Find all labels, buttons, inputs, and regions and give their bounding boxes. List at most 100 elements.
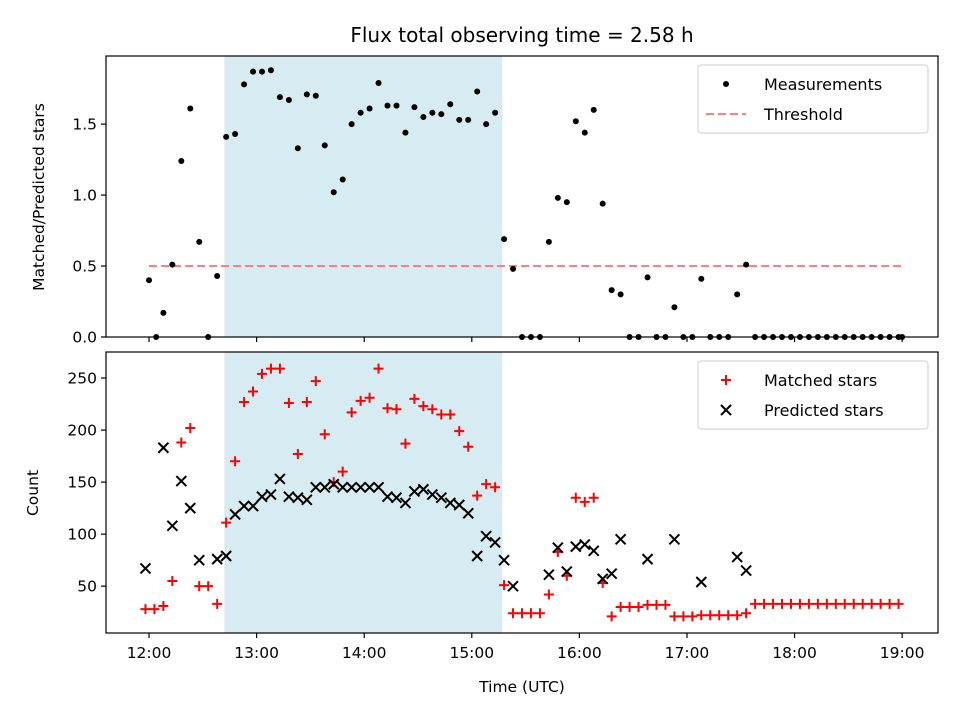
matched-point bbox=[750, 598, 761, 609]
measurement-point bbox=[285, 96, 292, 103]
measurement-point bbox=[608, 287, 615, 294]
matched-point bbox=[301, 396, 312, 407]
predicted-point bbox=[184, 502, 196, 514]
predicted-point bbox=[157, 442, 170, 454]
matched-point bbox=[857, 598, 868, 609]
predicted-point bbox=[641, 553, 654, 565]
matched-point bbox=[714, 610, 725, 621]
measurement-point bbox=[510, 265, 517, 272]
matched-point bbox=[400, 438, 411, 449]
predicted-point bbox=[435, 491, 448, 504]
measurement-point bbox=[312, 92, 319, 99]
matched-point bbox=[678, 611, 689, 622]
top-y-tick-label: 1.0 bbox=[72, 187, 97, 205]
measurement-point bbox=[223, 133, 230, 140]
measurement-point bbox=[698, 275, 705, 282]
bottom-y-tick-label: 150 bbox=[67, 474, 97, 492]
measurement-point bbox=[321, 142, 328, 149]
measurement-point bbox=[644, 274, 651, 281]
predicted-point bbox=[740, 564, 752, 577]
measurement-point bbox=[178, 158, 185, 165]
measurement-point bbox=[160, 309, 167, 316]
measurement-point bbox=[563, 199, 570, 206]
measurement-point bbox=[276, 94, 283, 101]
top-observing-span bbox=[224, 56, 503, 337]
matched-point bbox=[741, 608, 752, 619]
measurement-point bbox=[599, 200, 606, 207]
predicted-point bbox=[247, 500, 259, 512]
x-tick-label: 16:00 bbox=[557, 644, 602, 662]
measurement-point bbox=[241, 81, 248, 88]
measurement-point bbox=[169, 261, 176, 268]
measurement-point bbox=[429, 109, 436, 116]
bottom-y-tick-label: 100 bbox=[67, 526, 97, 544]
measurement-point bbox=[259, 68, 265, 75]
matched-point bbox=[759, 598, 770, 609]
predicted-point bbox=[310, 481, 322, 494]
measurement-point bbox=[483, 121, 490, 128]
matched-point bbox=[534, 608, 545, 619]
matched-point bbox=[884, 598, 895, 609]
measurement-point bbox=[196, 238, 203, 245]
legend-label: Measurements bbox=[764, 75, 882, 94]
x-tick-label: 14:00 bbox=[342, 644, 387, 662]
measurement-point bbox=[402, 129, 409, 136]
matched-point bbox=[875, 598, 886, 609]
bottom-y-tick-label: 200 bbox=[67, 422, 97, 440]
measurement-point bbox=[492, 109, 499, 116]
matched-point bbox=[687, 611, 698, 622]
matched-point bbox=[221, 517, 232, 528]
matched-point bbox=[508, 608, 519, 619]
matched-point bbox=[794, 598, 805, 609]
bottom-y-tick-label: 250 bbox=[67, 370, 97, 388]
matched-point bbox=[355, 395, 366, 406]
measurement-point bbox=[671, 304, 678, 311]
legend-label: Predicted stars bbox=[764, 401, 884, 420]
predicted-point bbox=[444, 497, 456, 509]
measurement-point bbox=[294, 145, 301, 152]
predicted-point bbox=[507, 580, 519, 592]
predicted-point bbox=[193, 554, 205, 566]
bottom-legend-box bbox=[697, 360, 929, 430]
measurement-point bbox=[267, 67, 274, 74]
measurement-point bbox=[232, 131, 239, 138]
predicted-point bbox=[596, 573, 609, 585]
x-tick-label: 18:00 bbox=[772, 644, 817, 662]
measurement-point bbox=[501, 236, 508, 243]
x-tick-label: 17:00 bbox=[665, 644, 710, 662]
predicted-point bbox=[283, 490, 295, 503]
predicted-point bbox=[372, 481, 385, 494]
predicted-point bbox=[668, 533, 681, 546]
bottom-series-1 bbox=[139, 442, 752, 592]
matched-point bbox=[230, 456, 241, 467]
matched-point bbox=[481, 479, 492, 490]
predicted-point bbox=[489, 536, 501, 549]
measurement-point bbox=[303, 91, 310, 98]
x-tick-label: 19:00 bbox=[880, 644, 925, 662]
measurement-point bbox=[617, 291, 624, 298]
matched-point bbox=[490, 482, 501, 493]
chart-title: Flux total observing time = 2.58 h bbox=[350, 23, 693, 47]
measurement-point bbox=[438, 111, 445, 118]
predicted-point bbox=[399, 497, 412, 509]
predicted-point bbox=[220, 550, 232, 562]
matched-point bbox=[866, 598, 877, 609]
measurement-point bbox=[581, 129, 588, 136]
top-legend-box bbox=[697, 64, 929, 134]
predicted-point bbox=[417, 483, 430, 496]
matched-point bbox=[848, 598, 859, 609]
top-legend: Measurements Threshold bbox=[697, 64, 929, 134]
bottom-axes-frame bbox=[105, 351, 939, 634]
top-y-tick-label: 0.5 bbox=[72, 258, 97, 276]
predicted-point bbox=[265, 488, 277, 501]
matched-point bbox=[274, 363, 285, 374]
predicted-point bbox=[408, 485, 421, 498]
predicted-point bbox=[390, 491, 403, 504]
matched-point bbox=[409, 393, 420, 404]
predicted-point bbox=[229, 508, 241, 521]
measurement-point bbox=[743, 261, 750, 268]
matched-point bbox=[588, 492, 599, 503]
measurement-point bbox=[393, 102, 400, 109]
bottom-y-axis-label: Count bbox=[24, 470, 42, 516]
